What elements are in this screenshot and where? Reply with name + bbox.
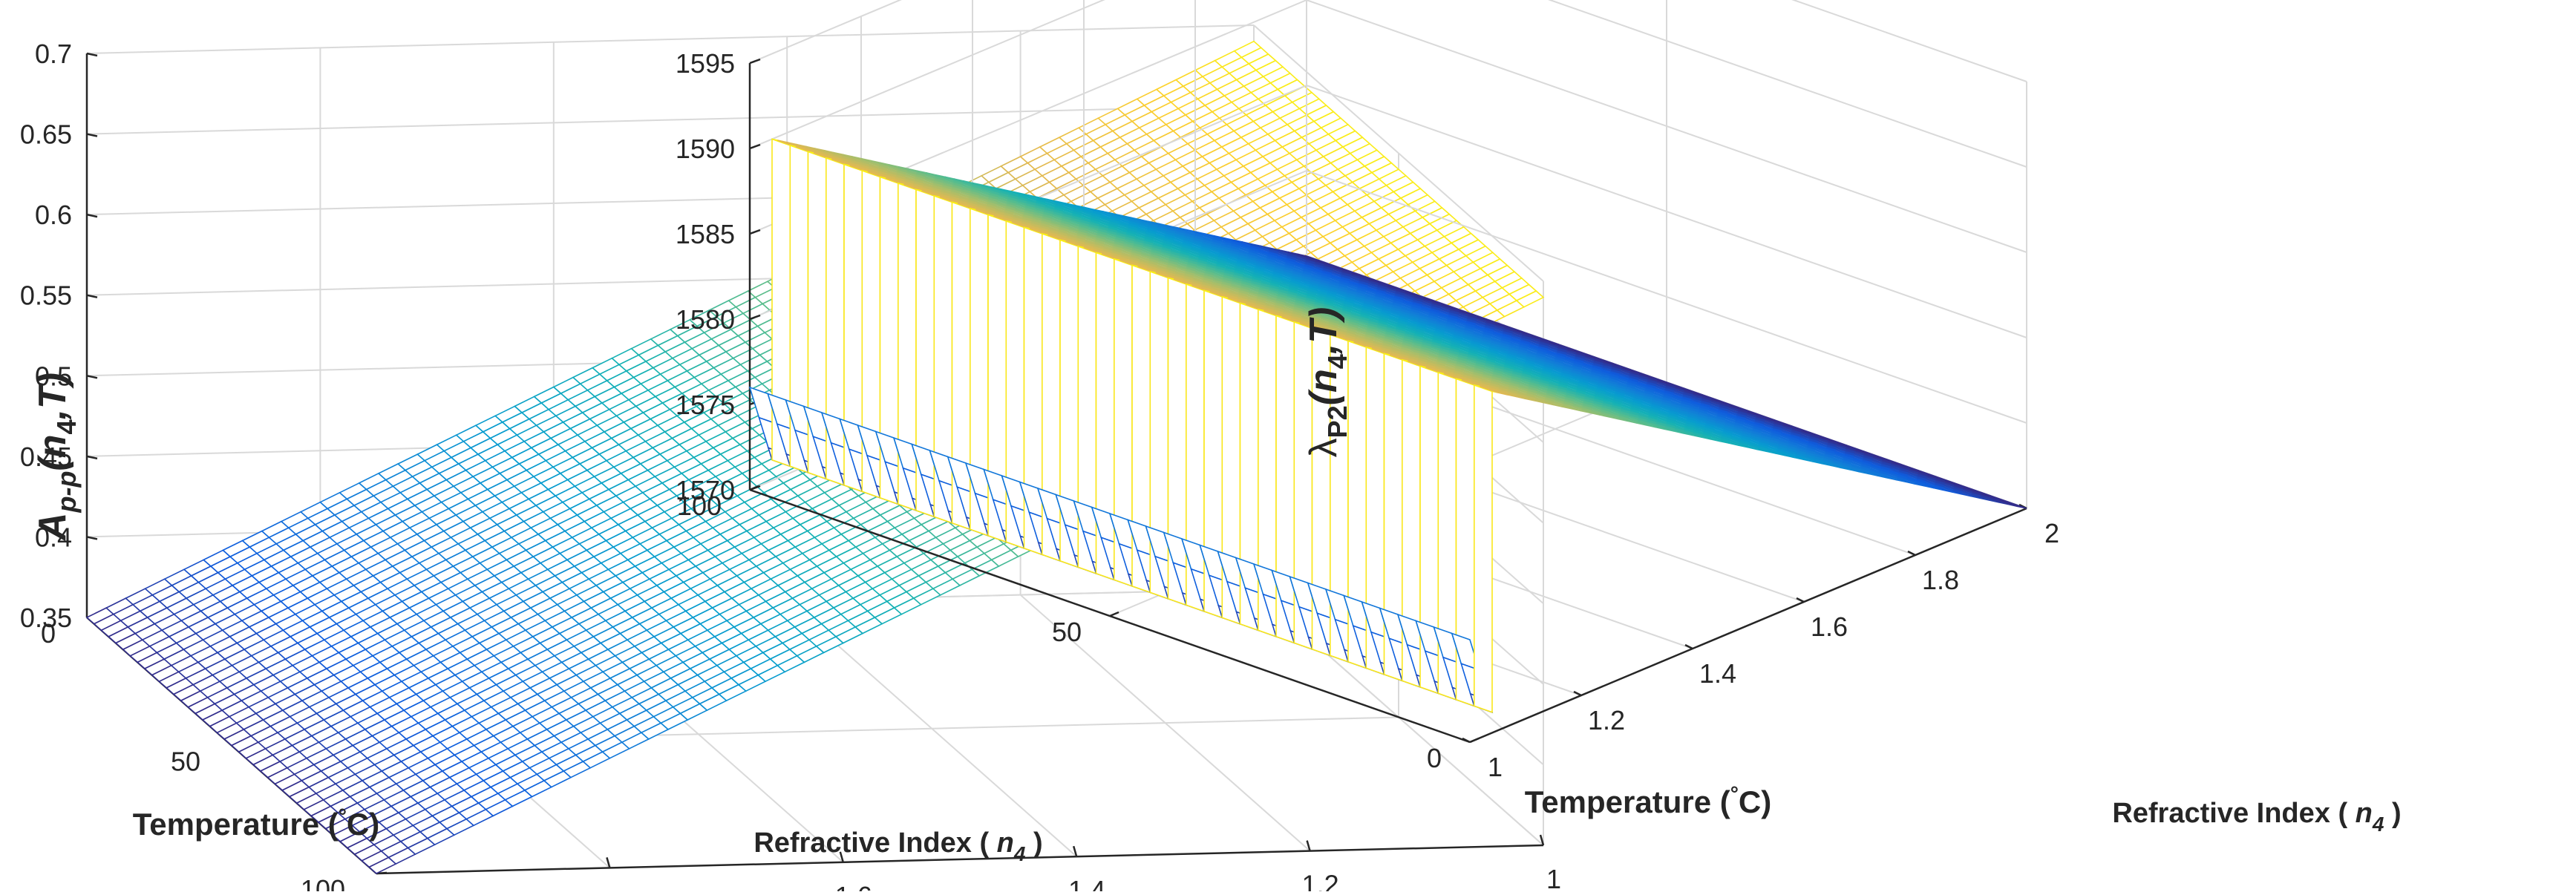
left-x-tick-label: 1.8 [601,886,638,891]
right-chart: 15701575158015851590159505010011.21.41.6… [676,0,2402,836]
left-z-tick-label: 0.6 [35,200,72,230]
left-z-tick-label: 0.7 [35,39,72,69]
right-z-tick [750,145,760,148]
left-x-tick-label: 1.6 [835,881,872,891]
right-y-tick [1110,612,1119,616]
left-x-tick-label: 1.2 [1302,870,1339,891]
right-z-tick [750,59,760,63]
left-x-tick-label: 1 [1546,864,1561,891]
right-x-axis [1470,508,2027,742]
left-y-tick-label: 100 [301,874,345,891]
right-surface-wall [1474,385,1492,712]
right-y-tick [1470,738,1479,742]
left-grid-line [87,25,1254,53]
left-y-tick-label: 0 [41,618,56,649]
left-y-tick-label: 50 [171,747,200,777]
left-z-tick-label: 0.55 [20,281,72,311]
left-x-tick-label: 1.4 [1068,875,1105,891]
left-xlabel: Refractive Index ( n4 ) [753,827,1042,865]
left-z-tick-label: 0.65 [20,119,72,150]
left-zlabel: Ap-p(n4,T) [31,373,82,542]
right-z-tick [750,230,760,234]
